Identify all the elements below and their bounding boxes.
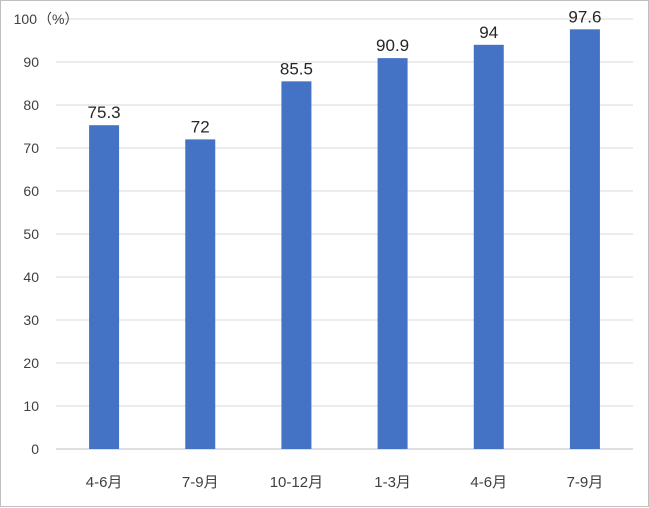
bar	[281, 81, 312, 449]
y-tick-label: 80	[23, 97, 39, 113]
data-label: 85.5	[280, 59, 313, 78]
y-tick-label: 30	[23, 312, 39, 328]
data-label: 72	[191, 117, 210, 136]
data-label: 90.9	[376, 36, 409, 55]
y-tick-label: 10	[23, 398, 39, 414]
y-tick-label: 100	[14, 11, 38, 27]
category-labels: 4-6月 7-9月 10-12月 1-3月 4-6月 7-9月	[86, 474, 604, 491]
y-tick-label: 20	[23, 355, 39, 371]
y-tick-label: 70	[23, 140, 39, 156]
y-tick-label: 90	[23, 54, 39, 70]
y-tick-label: 50	[23, 226, 39, 242]
bar	[473, 44, 504, 450]
bar	[185, 139, 216, 449]
category-label: 10-12月	[270, 474, 323, 491]
y-tick-label: 40	[23, 269, 39, 285]
y-axis-unit-label: （%）	[38, 11, 78, 27]
data-labels: 75.3 72 85.5 90.9 94 97.6	[88, 7, 602, 136]
bars	[89, 29, 600, 450]
bar	[377, 58, 408, 449]
category-label: 4-6月	[470, 474, 507, 491]
gridlines	[56, 18, 633, 450]
category-label: 7-9月	[567, 474, 604, 491]
bar	[569, 29, 600, 449]
data-label: 94	[479, 23, 498, 42]
y-tick-label: 0	[31, 441, 39, 457]
y-axis-ticks: 0 10 20 30 40 50 60 70 80 90 100	[14, 11, 40, 457]
bar	[89, 125, 120, 450]
category-label: 1-3月	[374, 474, 411, 491]
y-tick-label: 60	[23, 183, 39, 199]
category-label: 7-9月	[182, 474, 219, 491]
data-label: 75.3	[88, 103, 121, 122]
category-label: 4-6月	[86, 474, 123, 491]
data-label: 97.6	[568, 7, 601, 26]
